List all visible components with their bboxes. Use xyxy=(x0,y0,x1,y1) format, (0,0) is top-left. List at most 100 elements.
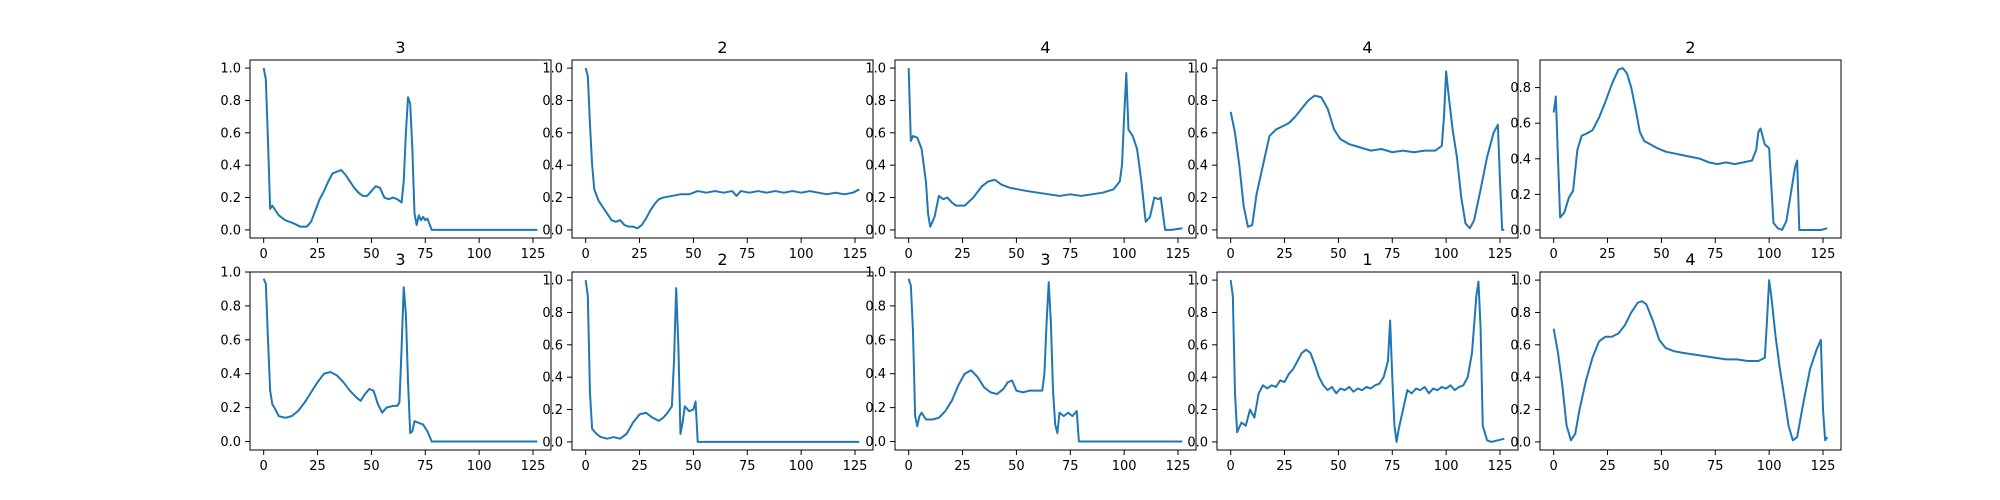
y-tick-label: 0.2 xyxy=(1187,191,1208,206)
x-tick-label: 125 xyxy=(1488,247,1513,262)
subplot-title: 2 xyxy=(717,38,727,57)
x-tick-label: 25 xyxy=(309,247,326,262)
y-tick-label: 1.0 xyxy=(1510,274,1531,289)
y-tick-label: 0.4 xyxy=(1510,371,1531,386)
y-tick-label: 0.2 xyxy=(1187,403,1208,418)
y-tick-label: 1.0 xyxy=(542,274,563,289)
subplot-7: 2 0 25 50 75 100 125 0.0 0.2 0.4 0.6 0.8 1.0 xyxy=(542,250,874,474)
y-tick-label: 0.4 xyxy=(220,367,241,382)
series-line xyxy=(907,278,1183,443)
series-line xyxy=(584,67,860,230)
y-tick-label: 0.4 xyxy=(1187,159,1208,174)
x-tick-label: 100 xyxy=(1112,459,1137,474)
subplot-title: 1 xyxy=(1362,250,1372,269)
x-tick-label: 75 xyxy=(1384,247,1401,262)
y-tick-label: 0.6 xyxy=(865,333,886,348)
y-tick-label: 0.0 xyxy=(542,223,563,238)
subplot-3: 4 0 25 50 75 100 125 0.0 0.2 0.4 0.6 0.8 1.0 xyxy=(865,38,1197,262)
x-tick-label: 75 xyxy=(1707,247,1724,262)
y-tick-label: 0.8 xyxy=(865,94,886,109)
x-tick-label: 125 xyxy=(1811,247,1836,262)
x-tick-label: 50 xyxy=(1008,247,1025,262)
x-tick-label: 75 xyxy=(1707,459,1724,474)
y-tick-label: 0.4 xyxy=(542,159,563,174)
y-tick-label: 1.0 xyxy=(542,62,563,77)
axes-frame xyxy=(571,59,874,239)
y-tick-label: 0.8 xyxy=(1510,81,1531,96)
x-tick-label: 0 xyxy=(905,459,913,474)
x-tick-label: 100 xyxy=(1434,459,1459,474)
series-line xyxy=(907,68,1183,231)
y-tick-label: 1.0 xyxy=(1187,274,1208,289)
x-tick-label: 25 xyxy=(1599,247,1616,262)
x-tick-label: 100 xyxy=(789,247,814,262)
subplot-2: 2 0 25 50 75 100 125 0.0 0.2 0.4 0.6 0.8 1.0 xyxy=(542,38,874,262)
x-tick-label: 50 xyxy=(685,247,702,262)
x-tick-label: 0 xyxy=(582,459,590,474)
x-tick-label: 75 xyxy=(1384,459,1401,474)
series-line xyxy=(1229,70,1505,231)
subplot-10: 4 0 25 50 75 100 125 0.0 0.2 0.4 0.6 0.8 1.0 xyxy=(1510,250,1842,474)
x-tick-label: 0 xyxy=(260,459,268,474)
y-tick-label: 0.6 xyxy=(865,126,886,141)
x-tick-label: 50 xyxy=(363,247,380,262)
axes-frame xyxy=(249,59,552,239)
axes-frame xyxy=(249,271,552,451)
subplot-6: 3 0 25 50 75 100 125 0.0 0.2 0.4 0.6 0.8 1.0 xyxy=(220,250,552,474)
y-tick-label: 0.4 xyxy=(220,159,241,174)
x-tick-label: 0 xyxy=(582,247,590,262)
y-tick-label: 0.6 xyxy=(542,338,563,353)
y-tick-label: 0.8 xyxy=(1510,306,1531,321)
axes-frame xyxy=(1539,59,1842,239)
y-tick-label: 0.2 xyxy=(865,191,886,206)
y-tick-label: 0.8 xyxy=(865,299,886,314)
y-tick-label: 0.0 xyxy=(542,435,563,450)
x-tick-label: 125 xyxy=(843,247,868,262)
y-tick-label: 0.8 xyxy=(1187,94,1208,109)
x-tick-label: 125 xyxy=(1166,459,1191,474)
x-tick-label: 50 xyxy=(363,459,380,474)
x-tick-label: 0 xyxy=(260,247,268,262)
x-tick-label: 100 xyxy=(1434,247,1459,262)
x-tick-label: 125 xyxy=(1811,459,1836,474)
x-tick-label: 75 xyxy=(1062,459,1079,474)
series-line xyxy=(1552,67,1828,231)
y-tick-label: 0.8 xyxy=(220,299,241,314)
y-tick-label: 0.0 xyxy=(220,223,241,238)
y-tick-label: 1.0 xyxy=(220,62,241,77)
subplot-4: 4 0 25 50 75 100 125 0.0 0.2 0.4 0.6 0.8 1.0 xyxy=(1187,38,1519,262)
subplot-8: 3 0 25 50 75 100 125 0.0 0.2 0.4 0.6 0.8 1.0 xyxy=(865,250,1197,474)
axes-frame xyxy=(894,59,1197,239)
subplot-5: 2 0 25 50 75 100 125 0.0 0.2 0.4 0.6 0.8 xyxy=(1510,38,1842,262)
x-tick-label: 100 xyxy=(789,459,814,474)
y-tick-label: 0.0 xyxy=(1510,223,1531,238)
subplot-title: 2 xyxy=(1685,38,1695,57)
series-line xyxy=(1229,279,1505,443)
x-tick-label: 100 xyxy=(1757,247,1782,262)
subplot-title: 4 xyxy=(1685,250,1695,269)
x-tick-label: 50 xyxy=(685,459,702,474)
subplot-9: 1 0 25 50 75 100 125 0.0 0.2 0.4 0.6 0.8 1.0 xyxy=(1187,250,1519,474)
x-tick-label: 50 xyxy=(1330,247,1347,262)
y-tick-label: 0.6 xyxy=(1187,126,1208,141)
x-tick-label: 0 xyxy=(1550,247,1558,262)
y-tick-label: 0.6 xyxy=(542,126,563,141)
y-tick-label: 0.2 xyxy=(542,403,563,418)
subplot-title: 4 xyxy=(1362,38,1372,57)
x-tick-label: 25 xyxy=(954,459,971,474)
axes-frame xyxy=(894,271,1197,451)
y-tick-label: 0.6 xyxy=(220,333,241,348)
x-tick-label: 125 xyxy=(843,459,868,474)
y-tick-label: 0.4 xyxy=(1510,152,1531,167)
x-tick-label: 75 xyxy=(739,459,756,474)
x-tick-label: 0 xyxy=(1227,247,1235,262)
y-tick-label: 1.0 xyxy=(865,266,886,281)
x-tick-label: 100 xyxy=(1112,247,1137,262)
x-tick-label: 125 xyxy=(521,247,546,262)
y-tick-label: 0.8 xyxy=(542,94,563,109)
axes-frame xyxy=(571,271,874,451)
y-tick-label: 0.2 xyxy=(220,191,241,206)
subplot-title: 3 xyxy=(395,250,405,269)
